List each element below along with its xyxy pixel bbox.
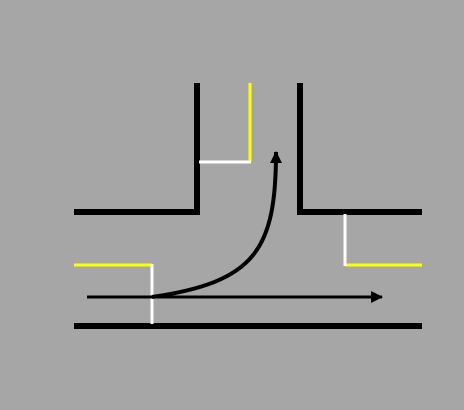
left-turn-arrow <box>151 151 282 299</box>
left-curb <box>74 83 200 215</box>
right-curb <box>297 83 422 215</box>
